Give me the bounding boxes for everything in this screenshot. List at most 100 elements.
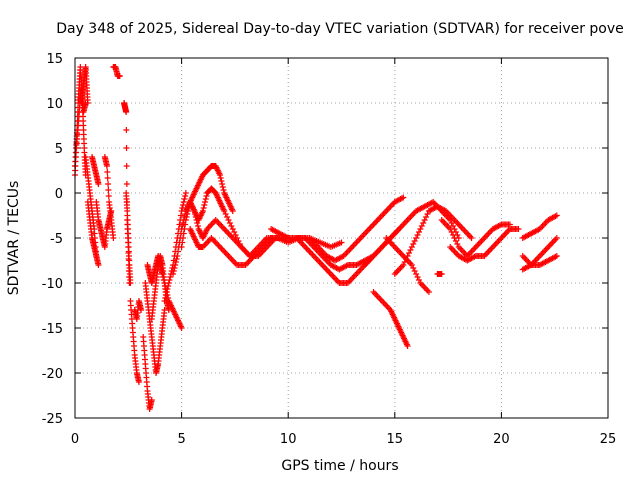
series-s8 bbox=[101, 154, 117, 241]
data-point bbox=[159, 271, 166, 277]
y-tick-label: -5 bbox=[50, 232, 63, 247]
data-points bbox=[72, 64, 560, 412]
data-point bbox=[553, 212, 560, 219]
data-point bbox=[182, 193, 189, 199]
data-point bbox=[180, 199, 187, 205]
x-tick-label: 25 bbox=[600, 432, 617, 447]
data-point bbox=[338, 239, 345, 246]
x-tick-label: 15 bbox=[387, 432, 404, 447]
data-point bbox=[217, 175, 224, 181]
data-point bbox=[219, 184, 226, 190]
data-point bbox=[157, 265, 164, 271]
data-point bbox=[165, 280, 172, 286]
data-point bbox=[123, 145, 130, 151]
data-point bbox=[174, 253, 181, 259]
x-tick-label: 0 bbox=[71, 432, 79, 447]
data-point bbox=[157, 262, 164, 268]
data-point bbox=[216, 172, 223, 178]
series-s12 bbox=[127, 298, 142, 385]
data-point bbox=[166, 277, 173, 283]
series-s9 bbox=[110, 64, 123, 79]
data-point bbox=[175, 248, 182, 255]
series-s3 bbox=[78, 64, 91, 106]
data-point bbox=[103, 163, 110, 169]
data-point bbox=[192, 211, 199, 217]
series-s34 bbox=[434, 271, 445, 277]
y-tick-label: -10 bbox=[42, 277, 63, 292]
data-point bbox=[179, 239, 186, 246]
series-s11 bbox=[123, 190, 134, 286]
series-s36 bbox=[519, 235, 560, 268]
data-point bbox=[123, 163, 130, 169]
data-point bbox=[123, 181, 130, 187]
data-point bbox=[193, 217, 200, 223]
data-point bbox=[123, 127, 130, 133]
data-point bbox=[172, 262, 179, 268]
data-point bbox=[95, 262, 102, 268]
chart-title: Day 348 of 2025, Sidereal Day-to-day VTE… bbox=[56, 21, 624, 37]
data-point bbox=[148, 397, 155, 403]
data-point bbox=[116, 73, 123, 79]
data-point bbox=[160, 277, 167, 283]
data-point bbox=[104, 175, 111, 181]
y-tick-label: -20 bbox=[42, 367, 63, 382]
data-point bbox=[229, 208, 236, 214]
data-point bbox=[515, 226, 522, 232]
x-tick-label: 5 bbox=[177, 432, 185, 447]
data-point bbox=[182, 190, 189, 196]
data-point bbox=[200, 205, 207, 211]
x-axis-label: GPS time / hours bbox=[281, 458, 398, 474]
data-point bbox=[192, 214, 199, 220]
axis-ticks: 0 5 10 15 20 25 -25 -20 -15 -10 -5 0 5 10 15 bbox=[42, 52, 617, 447]
data-point bbox=[123, 109, 130, 115]
data-point bbox=[178, 244, 185, 250]
data-point bbox=[553, 235, 560, 241]
data-point bbox=[105, 193, 112, 199]
y-tick-label: 5 bbox=[55, 142, 63, 157]
data-point bbox=[172, 259, 179, 265]
data-point bbox=[165, 283, 172, 289]
data-point bbox=[170, 268, 177, 274]
data-point bbox=[202, 196, 209, 202]
y-tick-label: 0 bbox=[55, 187, 63, 202]
plot-frame bbox=[74, 57, 609, 419]
series-s37 bbox=[519, 253, 560, 273]
data-point bbox=[180, 230, 187, 237]
data-point bbox=[178, 325, 185, 331]
data-point bbox=[201, 202, 208, 208]
data-point bbox=[164, 286, 171, 292]
data-point bbox=[138, 307, 145, 313]
data-point bbox=[158, 268, 165, 274]
series-s13 bbox=[131, 298, 145, 322]
data-point bbox=[202, 199, 209, 205]
data-point bbox=[553, 253, 560, 259]
data-point bbox=[218, 178, 225, 184]
series-s33 bbox=[447, 226, 522, 264]
data-point bbox=[167, 274, 174, 280]
y-tick-label: 15 bbox=[46, 52, 63, 67]
data-point bbox=[163, 289, 170, 295]
data-point bbox=[171, 265, 178, 271]
data-point bbox=[220, 187, 227, 193]
data-point bbox=[177, 212, 184, 219]
series-s31 bbox=[391, 203, 475, 277]
series-s29 bbox=[370, 289, 411, 349]
data-point bbox=[404, 343, 411, 349]
data-point bbox=[194, 220, 201, 226]
x-tick-label: 10 bbox=[280, 432, 297, 447]
data-point bbox=[105, 187, 112, 193]
data-point bbox=[468, 235, 475, 241]
data-point bbox=[425, 289, 432, 295]
series-s6 bbox=[89, 154, 102, 187]
series-s35 bbox=[519, 212, 560, 241]
y-axis-label: SDTVAR / TECUs bbox=[6, 181, 22, 296]
data-point bbox=[194, 223, 201, 229]
data-point bbox=[160, 274, 167, 280]
series-s5 bbox=[84, 199, 102, 268]
data-point bbox=[180, 202, 187, 208]
data-point bbox=[110, 235, 117, 241]
data-point bbox=[199, 208, 206, 214]
data-point bbox=[104, 169, 111, 175]
data-point bbox=[170, 271, 177, 277]
